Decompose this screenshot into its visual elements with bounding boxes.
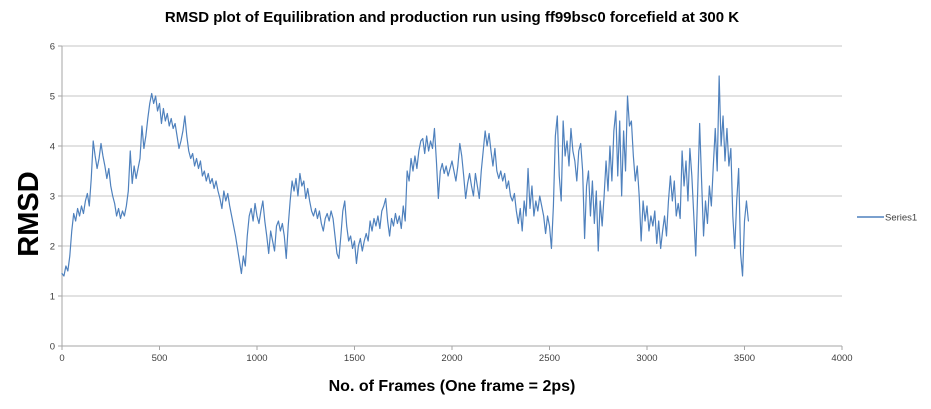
x-tick-label: 2500 bbox=[539, 353, 560, 364]
y-tick-label: 6 bbox=[50, 42, 55, 53]
x-tick-label: 1000 bbox=[246, 353, 267, 364]
tick-labels: 0 1 2 3 4 5 6 0 500 1000 1500 2000 2500 3000 3500 4000 bbox=[50, 42, 853, 365]
x-tick-label: 3000 bbox=[636, 353, 657, 364]
x-tick-label: 500 bbox=[152, 353, 168, 364]
y-tick-label: 2 bbox=[50, 242, 55, 253]
series-polyline bbox=[61, 75, 750, 277]
y-axis-title: RMSD bbox=[13, 171, 45, 256]
x-tick-label: 1500 bbox=[344, 353, 365, 364]
rmsd-line-series bbox=[61, 75, 750, 277]
gridlines bbox=[62, 45, 842, 297]
x-tick-label: 4000 bbox=[831, 353, 852, 364]
x-tick-label: 2000 bbox=[441, 353, 462, 364]
x-tick-label: 0 bbox=[59, 353, 64, 364]
x-axis-title: No. of Frames (One frame = 2ps) bbox=[329, 378, 576, 395]
y-tick-label: 1 bbox=[50, 292, 55, 303]
y-tick-label: 3 bbox=[50, 192, 55, 203]
chart-title: RMSD plot of Equilibration and productio… bbox=[165, 9, 739, 26]
y-tick-label: 5 bbox=[50, 92, 55, 103]
y-tick-label: 4 bbox=[50, 142, 55, 153]
x-tick-label: 3500 bbox=[734, 353, 755, 364]
legend-label: Series1 bbox=[885, 213, 917, 224]
axes bbox=[58, 45, 843, 350]
legend: Series1 bbox=[857, 213, 917, 224]
y-tick-label: 0 bbox=[50, 342, 55, 353]
